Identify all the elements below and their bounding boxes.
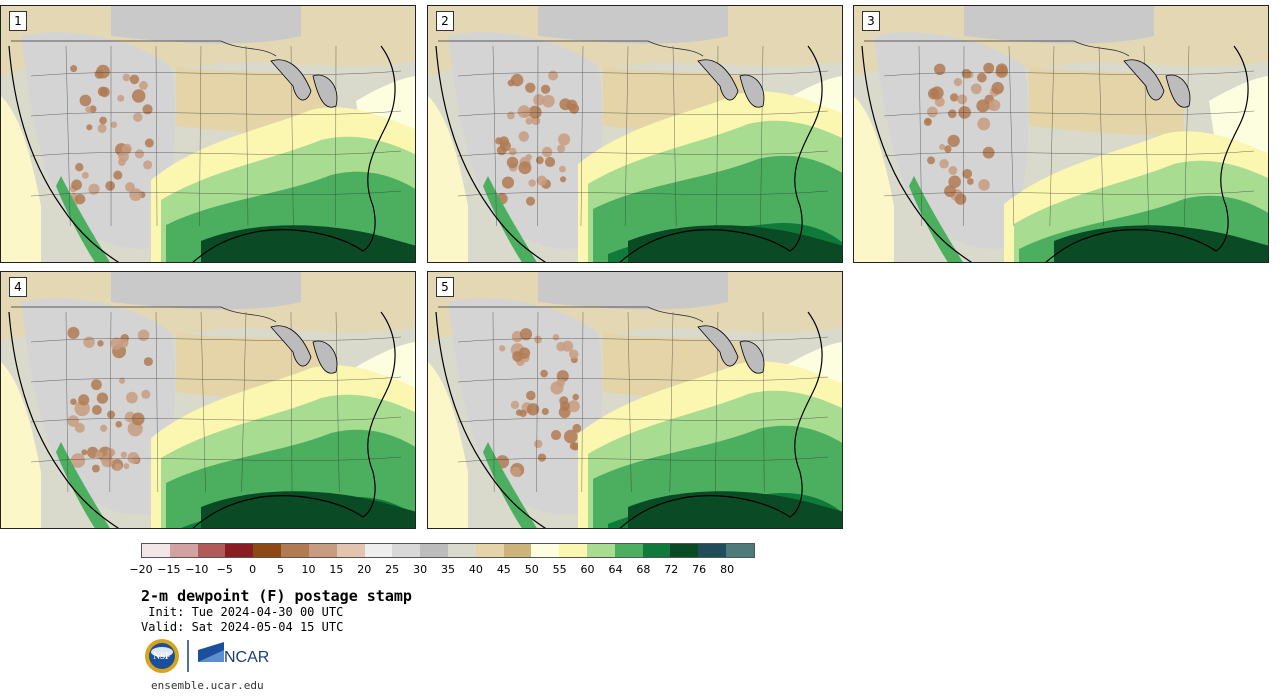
colorbar-swatch xyxy=(503,544,532,557)
map-panel: 3 xyxy=(853,5,1269,263)
nsf-logo-text: NSF xyxy=(153,651,171,661)
colorbar-swatch xyxy=(336,544,365,557)
valid-time: Valid: Sat 2024-05-04 15 UTC xyxy=(141,620,344,634)
colorbar-swatch xyxy=(698,544,727,557)
colorbar-swatch xyxy=(726,544,754,557)
map-panel: 4 xyxy=(0,271,416,529)
map-panel: 2 xyxy=(427,5,843,263)
colorbar-swatch xyxy=(447,544,476,557)
colorbar-tick-label: 60 xyxy=(580,563,595,576)
colorbar-swatch xyxy=(642,544,671,557)
colorbar-swatch xyxy=(364,544,393,557)
colorbar-swatch xyxy=(559,544,587,557)
colorbar-tick-label: 15 xyxy=(329,563,344,576)
colorbar-swatch xyxy=(587,544,615,557)
init-time: Init: Tue 2024-04-30 00 UTC xyxy=(141,605,344,619)
colorbar-swatch xyxy=(197,544,226,557)
colorbar-tick-label: −5 xyxy=(216,563,233,576)
colorbar-swatch xyxy=(281,544,309,557)
map-panel: 5 xyxy=(427,271,843,529)
colorbar-tick-label: −20 xyxy=(129,563,153,576)
colorbar-tick-label: 45 xyxy=(496,563,511,576)
colorbar-swatch xyxy=(531,544,560,557)
logos: NSF NCAR xyxy=(144,636,284,676)
colorbar-swatch xyxy=(670,544,699,557)
panel-number: 2 xyxy=(436,11,454,31)
colorbar-swatch xyxy=(614,544,643,557)
colorbar-tick-label: 0 xyxy=(249,563,257,576)
nsf-logo-icon: NSF xyxy=(145,639,179,673)
colorbar-swatch xyxy=(308,544,337,557)
colorbar-ticks: −20 −15 −10 −5 0 5 10 15 20 25 30 35 40 45 50 55 60 64 68 7… xyxy=(129,563,755,577)
chart-title: 2-m dewpoint (F) postage stamp xyxy=(141,587,412,605)
colorbar-tick-label: 5 xyxy=(277,563,285,576)
panel-number: 3 xyxy=(862,11,880,31)
ncar-logo-icon: NCAR xyxy=(198,642,269,666)
colorbar-tick-label: 64 xyxy=(608,563,623,576)
colorbar-tick-label: 10 xyxy=(301,563,316,576)
colorbar-swatch xyxy=(475,544,504,557)
colorbar-tick-label: −10 xyxy=(185,563,209,576)
panel-number: 5 xyxy=(436,277,454,297)
colorbar-swatch xyxy=(253,544,282,557)
colorbar-tick-label: 35 xyxy=(441,563,455,576)
colorbar-tick-label: 30 xyxy=(413,563,428,576)
colorbar-swatch xyxy=(392,544,421,557)
colorbar xyxy=(141,543,755,558)
colorbar-tick-label: 50 xyxy=(524,563,539,576)
colorbar-tick-label: 72 xyxy=(664,563,679,576)
colorbar-tick-label: 80 xyxy=(720,563,735,576)
colorbar-tick-label: 68 xyxy=(636,563,651,576)
panel-number: 1 xyxy=(9,11,27,31)
panel-number: 4 xyxy=(9,277,27,297)
colorbar-tick-label: −15 xyxy=(157,563,181,576)
map-panel: 1 xyxy=(0,5,416,263)
colorbar-swatch xyxy=(169,544,198,557)
colorbar-swatch xyxy=(225,544,254,557)
colorbar-swatch xyxy=(142,544,170,557)
colorbar-tick-label: 55 xyxy=(552,563,567,576)
colorbar-swatch xyxy=(420,544,448,557)
colorbar-tick-label: 25 xyxy=(385,563,400,576)
colorbar-tick-label: 40 xyxy=(468,563,483,576)
colorbar-tick-label: 20 xyxy=(357,563,372,576)
ncar-logo-text: NCAR xyxy=(224,649,269,666)
site-url[interactable]: ensemble.ucar.edu xyxy=(151,679,264,692)
colorbar-tick-label: 76 xyxy=(692,563,707,576)
